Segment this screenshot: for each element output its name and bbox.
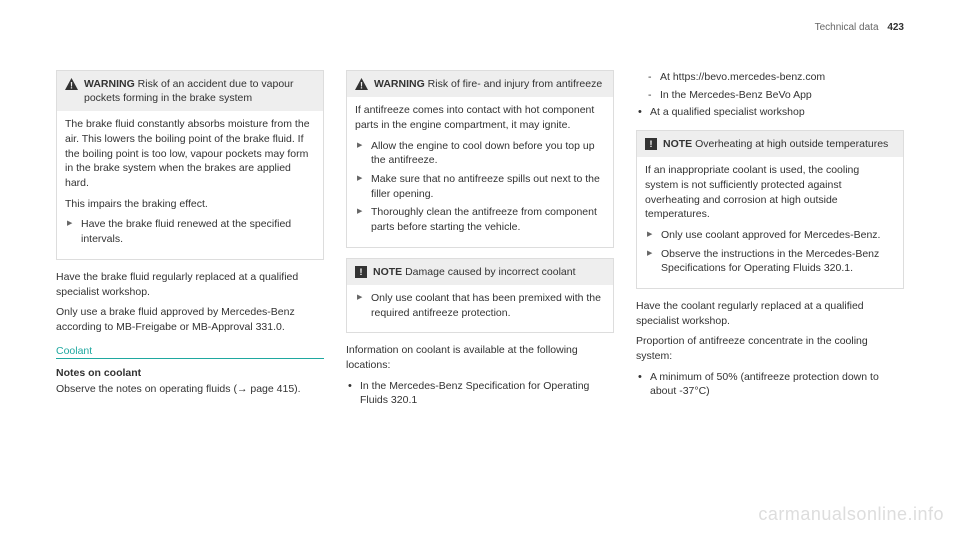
warning-body: If antifreeze comes into contact with ho… (347, 97, 613, 247)
warning-triangle-icon: ! (65, 78, 78, 90)
note-body: Only use coolant that has been premixed … (347, 285, 613, 332)
note-label: NOTE (373, 266, 402, 278)
warning-triangle-icon: ! (355, 78, 368, 90)
warning-box-brake: ! WARNING Risk of an accident due to vap… (56, 70, 324, 260)
page-header: Technical data 423 (815, 22, 904, 33)
paragraph: Proportion of antifreeze concentrate in … (636, 334, 904, 363)
paragraph: Information on coolant is available at t… (346, 343, 614, 372)
paragraph: Observe the notes on operating fluids (→… (56, 382, 324, 397)
bullet-item: At a qualified specialist workshop (636, 105, 904, 120)
note-head: ! NOTE Damage caused by incorrect coolan… (347, 259, 613, 285)
note-body: If an inappropriate coolant is used, the… (637, 157, 903, 288)
note-actions: Only use coolant approved for Mercedes-B… (645, 228, 895, 276)
section-heading-coolant: Coolant (56, 345, 324, 359)
watermark: carmanualsonline.info (758, 504, 944, 525)
note-head-text: NOTE Damage caused by incorrect coolant (373, 265, 576, 279)
warning-body-text: If antifreeze comes into contact with ho… (355, 103, 605, 132)
warning-actions: Have the brake fluid renewed at the spec… (65, 217, 315, 246)
warning-body-text-2: This impairs the braking effect. (65, 197, 315, 212)
warning-head-text: WARNING Risk of fire- and injury from an… (374, 77, 602, 91)
column-1: ! WARNING Risk of an accident due to vap… (56, 70, 324, 411)
note-label: NOTE (663, 138, 692, 150)
svg-text:!: ! (360, 81, 363, 91)
action-item: Thoroughly clean the antifreeze from com… (355, 205, 605, 234)
note-box-coolant: ! NOTE Damage caused by incorrect coolan… (346, 258, 614, 334)
section-name: Technical data (815, 22, 879, 33)
svg-text:!: ! (70, 81, 73, 91)
dash-item: In the Mercedes-Benz BeVo App (636, 88, 904, 103)
subheading: Notes on coolant (56, 366, 324, 381)
warning-head: ! WARNING Risk of fire- and injury from … (347, 71, 613, 97)
warning-head-text: WARNING Risk of an accident due to vapou… (84, 77, 315, 105)
warning-body: The brake fluid constantly absorbs moist… (57, 111, 323, 259)
page: Technical data 423 ! WARNING Risk of an … (0, 0, 960, 533)
note-body-text: If an inappropriate coolant is used, the… (645, 163, 895, 222)
note-title: Damage caused by incorrect coolant (405, 266, 575, 278)
action-item: Make sure that no antifreeze spills out … (355, 172, 605, 201)
note-head-text: NOTE Overheating at high outside tempera… (663, 137, 888, 151)
note-icon: ! (645, 138, 657, 150)
warning-actions: Allow the engine to cool down before you… (355, 139, 605, 235)
column-2: ! WARNING Risk of fire- and injury from … (346, 70, 614, 411)
paragraph: Have the brake fluid regularly replaced … (56, 270, 324, 299)
warning-label: WARNING (374, 78, 425, 90)
column-3: At https://bevo.mercedes-benz.com In the… (636, 70, 904, 411)
action-item: Have the brake fluid renewed at the spec… (65, 217, 315, 246)
paragraph: Have the coolant regularly replaced at a… (636, 299, 904, 328)
note-head: ! NOTE Overheating at high outside tempe… (637, 131, 903, 157)
paragraph: Only use a brake fluid approved by Merce… (56, 305, 324, 334)
dash-item: At https://bevo.mercedes-benz.com (636, 70, 904, 85)
bullet-list: At a qualified specialist workshop (636, 105, 904, 120)
note-title: Overheating at high outside temperatures (695, 138, 888, 150)
action-item: Observe the instructions in the Mercedes… (645, 247, 895, 276)
page-number: 423 (887, 22, 904, 33)
dash-list: At https://bevo.mercedes-benz.com In the… (636, 70, 904, 102)
bullet-list: A minimum of 50% (antifreeze protection … (636, 370, 904, 399)
bullet-list: In the Mercedes-Benz Specification for O… (346, 379, 614, 408)
note-actions: Only use coolant that has been premixed … (355, 291, 605, 320)
warning-body-text-1: The brake fluid constantly absorbs moist… (65, 117, 315, 190)
columns: ! WARNING Risk of an accident due to vap… (56, 70, 904, 411)
warning-label: WARNING (84, 78, 135, 90)
warning-box-antifreeze: ! WARNING Risk of fire- and injury from … (346, 70, 614, 248)
action-item: Only use coolant that has been premixed … (355, 291, 605, 320)
bullet-item: In the Mercedes-Benz Specification for O… (346, 379, 614, 408)
note-icon: ! (355, 266, 367, 278)
warning-head: ! WARNING Risk of an accident due to vap… (57, 71, 323, 111)
action-item: Allow the engine to cool down before you… (355, 139, 605, 168)
bullet-item: A minimum of 50% (antifreeze protection … (636, 370, 904, 399)
note-box-overheating: ! NOTE Overheating at high outside tempe… (636, 130, 904, 289)
action-item: Only use coolant approved for Mercedes-B… (645, 228, 895, 243)
warning-title: Risk of fire- and injury from antifreeze (428, 78, 602, 90)
